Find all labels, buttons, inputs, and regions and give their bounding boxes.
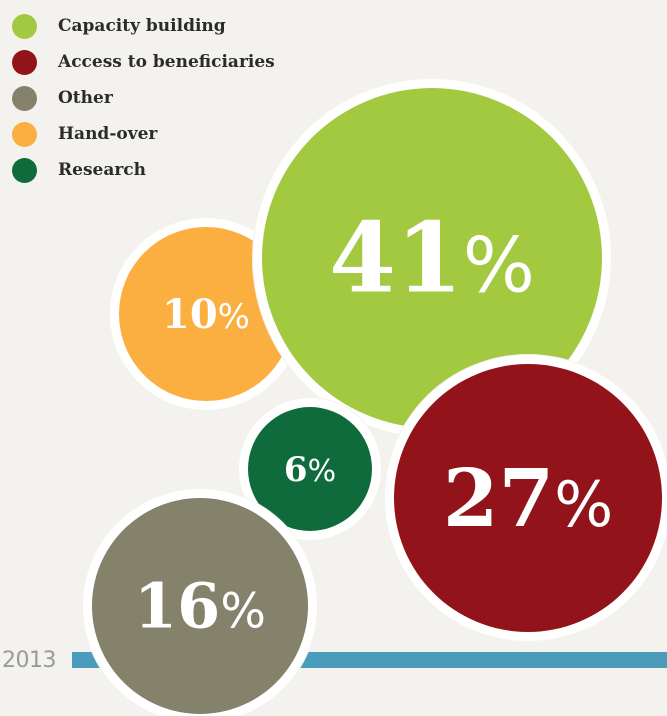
bubble-value-label: 10% <box>162 291 250 338</box>
bubble <box>119 227 293 401</box>
bubble <box>394 364 662 632</box>
bubble-value-label: 41% <box>329 202 535 315</box>
bubble-research: 6% <box>238 397 382 541</box>
bubble-percent-sign: % <box>220 584 266 640</box>
bubble-value: 41 <box>329 202 463 315</box>
legend-item: Capacity building <box>12 8 275 44</box>
bubble-percent-sign: % <box>463 221 535 310</box>
bubble-percent-sign: % <box>218 297 250 337</box>
bubble-value-label: 6% <box>284 450 336 490</box>
legend-swatch <box>12 85 37 111</box>
bubble-value: 10 <box>162 291 218 338</box>
legend-label: Capacity building <box>58 16 226 36</box>
legend-swatch <box>12 157 37 183</box>
bubble <box>262 88 602 428</box>
bubble-value-label: 27% <box>443 451 613 545</box>
legend-label: Research <box>58 160 147 180</box>
bubble-other: 16% <box>82 488 318 716</box>
legend-label: Hand-over <box>58 124 158 144</box>
year-label: 2013 <box>2 648 57 673</box>
bubble <box>92 498 308 714</box>
bubble-capacity-building: 41% <box>252 78 612 438</box>
bubble-access-to-beneficiaries: 27% <box>384 354 667 642</box>
bubble-value: 6 <box>284 450 308 490</box>
bubble <box>248 407 372 531</box>
bubble-percent-sign: % <box>554 468 613 541</box>
legend-item: Access to beneficiaries <box>12 44 275 80</box>
legend-swatch <box>12 13 37 39</box>
bubble-value: 16 <box>134 570 220 643</box>
legend-label: Access to beneficiaries <box>58 52 275 72</box>
legend-swatch <box>12 49 37 75</box>
bubble-percent-sign: % <box>308 454 337 489</box>
legend-swatch <box>12 121 37 147</box>
bubble-value-label: 16% <box>134 570 266 643</box>
legend-item: Other <box>12 80 275 116</box>
year-bar-right <box>290 652 667 668</box>
legend-label: Other <box>58 88 113 108</box>
legend: Capacity building Access to beneficiaries… <box>12 8 275 188</box>
bubble-value: 27 <box>443 451 554 545</box>
legend-item: Hand-over <box>12 116 275 152</box>
legend-item: Research <box>12 152 275 188</box>
